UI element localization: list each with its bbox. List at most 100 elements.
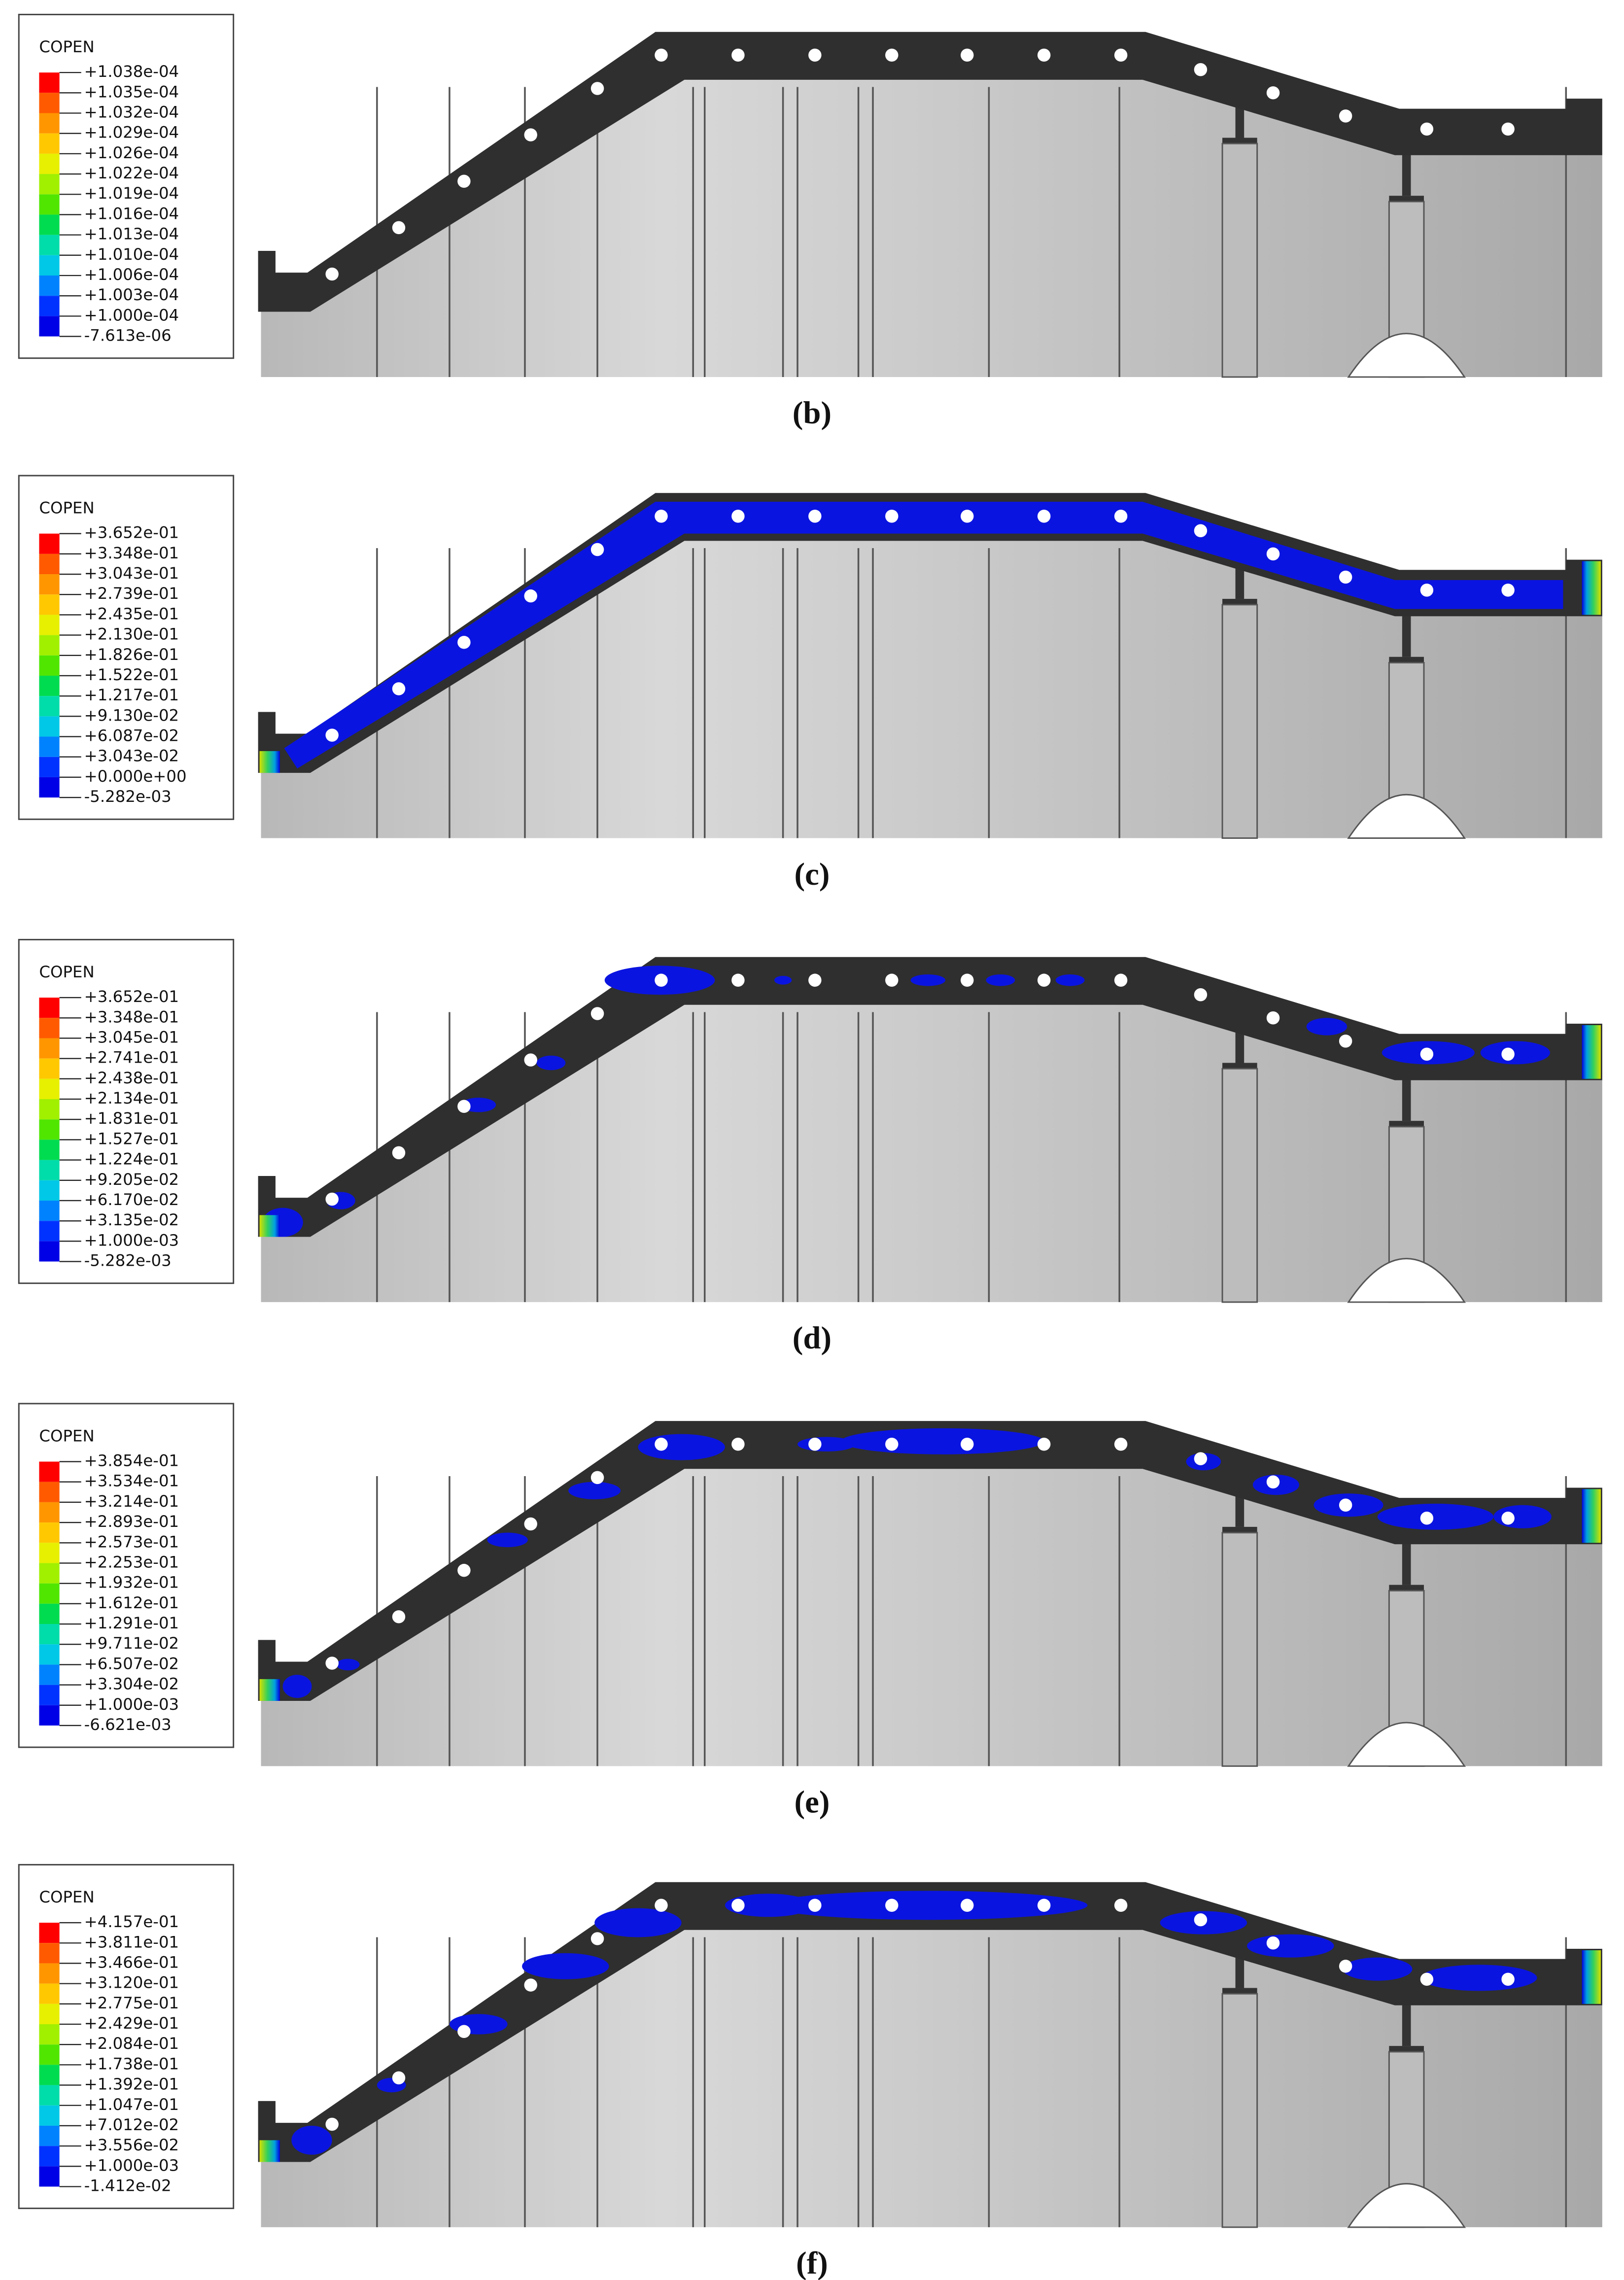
legend-swatch — [39, 1603, 60, 1624]
legend-label: +2.130e-01 — [84, 625, 179, 644]
bolt-hole — [325, 728, 339, 742]
bolt-hole — [1114, 1899, 1128, 1912]
stiffener-web — [1402, 613, 1411, 657]
legend-label: +3.043e-01 — [84, 564, 179, 583]
bolt-hole — [325, 1192, 339, 1206]
arch — [1347, 1258, 1466, 1303]
structure-body — [261, 79, 1602, 377]
legend-swatch — [39, 1058, 60, 1079]
legend-swatch — [39, 1221, 60, 1242]
bolt-hole — [1266, 1475, 1280, 1488]
bolt-hole — [590, 543, 604, 556]
caption: (e) — [795, 1784, 830, 1820]
legend-label: +3.348e-01 — [84, 544, 179, 562]
legend-swatch — [39, 1018, 60, 1038]
legend-swatch — [39, 2125, 60, 2146]
bolt-hole — [655, 973, 668, 987]
legend-label: +2.573e-01 — [84, 1532, 179, 1551]
legend-label: +1.022e-04 — [84, 164, 179, 182]
legend-label: +1.047e-01 — [84, 2095, 179, 2114]
legend-label: +1.019e-04 — [84, 184, 179, 203]
legend-swatch — [39, 93, 60, 113]
bolt-hole — [590, 1007, 604, 1020]
legend-swatch — [39, 574, 60, 595]
legend-swatch — [39, 2004, 60, 2025]
edge-contour — [259, 1215, 280, 1237]
bolt-hole — [655, 48, 668, 62]
legend-label: +3.348e-01 — [84, 1007, 179, 1026]
legend-label: +2.893e-01 — [84, 1512, 179, 1531]
legend-swatch — [39, 2085, 60, 2106]
stiffener-flange — [1389, 1121, 1424, 1127]
legend-swatch — [39, 2166, 60, 2187]
contact-region — [284, 501, 1563, 769]
legend-swatch — [39, 594, 60, 615]
edge-contour — [259, 2140, 280, 2162]
legend-label: +3.214e-01 — [84, 1492, 179, 1511]
legend-label: +3.043e-02 — [84, 747, 179, 765]
legend-swatch — [39, 777, 60, 798]
legend-label: +1.932e-01 — [84, 1573, 179, 1592]
legend-swatch — [39, 72, 60, 93]
bolt-hole — [1339, 109, 1352, 123]
bolt-hole — [1339, 1035, 1352, 1048]
contact-region — [1377, 1503, 1494, 1530]
bolt-hole — [1266, 1011, 1280, 1025]
contact-region — [1421, 1965, 1537, 1991]
bolt-hole — [1501, 122, 1515, 136]
legend-swatch — [39, 174, 60, 195]
contact-region — [986, 974, 1015, 986]
contact-region — [1055, 974, 1085, 986]
arch — [1347, 1722, 1466, 1767]
legend-label: +1.291e-01 — [84, 1614, 179, 1632]
legend-swatch — [39, 214, 60, 235]
bolt-hole — [1114, 510, 1128, 523]
legend-label: +2.134e-01 — [84, 1089, 179, 1107]
bolt-hole — [1420, 584, 1434, 597]
legend-label: +2.429e-01 — [84, 2014, 179, 2033]
contact-region — [291, 2125, 332, 2155]
legend-swatch — [39, 1923, 60, 1943]
arch — [1347, 794, 1466, 839]
legend-swatch — [39, 716, 60, 737]
bolt-hole — [1194, 1913, 1208, 1927]
caption: (d) — [793, 1320, 831, 1355]
bolt-hole — [655, 510, 668, 523]
legend-label: +2.739e-01 — [84, 584, 179, 603]
panel: COPEN +3.652e-01+3.348e-01 +3.045e-01 +2.74… — [18, 938, 1602, 1355]
bolt-hole — [885, 510, 898, 523]
legend-swatch — [39, 1624, 60, 1645]
bolt-hole — [1037, 510, 1051, 523]
bolt-hole — [808, 1437, 822, 1451]
legend-swatch — [39, 1644, 60, 1665]
legend-swatch — [39, 113, 60, 134]
legend-swatch — [39, 675, 60, 696]
bolt-hole — [655, 1899, 668, 1912]
edge-contour — [1582, 1950, 1601, 2004]
legend-label: +1.026e-04 — [84, 143, 179, 162]
legend-swatch — [39, 655, 60, 676]
legend-label: +3.466e-01 — [84, 1953, 179, 1971]
contact-region — [487, 1532, 528, 1548]
contact-region — [1306, 1018, 1348, 1036]
bolt-hole — [1194, 63, 1208, 76]
legend-label: +1.217e-01 — [84, 686, 179, 704]
legend-label: +1.006e-04 — [84, 265, 179, 284]
bolt-hole — [1037, 1437, 1051, 1451]
legend-label: +3.652e-01 — [84, 523, 179, 542]
stiffener-flange — [1222, 1063, 1257, 1069]
legend-label: +3.304e-02 — [84, 1675, 179, 1693]
legend-label: -1.412e-02 — [84, 2176, 172, 2195]
legend-label: +1.826e-01 — [84, 645, 179, 664]
panel: COPEN +3.854e-01 +3.534e-01 +3.214e-01+2.89… — [18, 1403, 1602, 1820]
legend-swatch — [39, 1461, 60, 1482]
legend-swatch — [39, 316, 60, 337]
bolt-hole — [961, 1437, 974, 1451]
legend-swatch — [39, 1119, 60, 1140]
legend-swatch — [39, 1241, 60, 1262]
legend-swatch — [39, 1160, 60, 1180]
legend-title: COPEN — [39, 499, 94, 518]
legend-label: +1.522e-01 — [84, 665, 179, 684]
bolt-hole — [1501, 584, 1515, 597]
legend-title: COPEN — [39, 963, 94, 981]
